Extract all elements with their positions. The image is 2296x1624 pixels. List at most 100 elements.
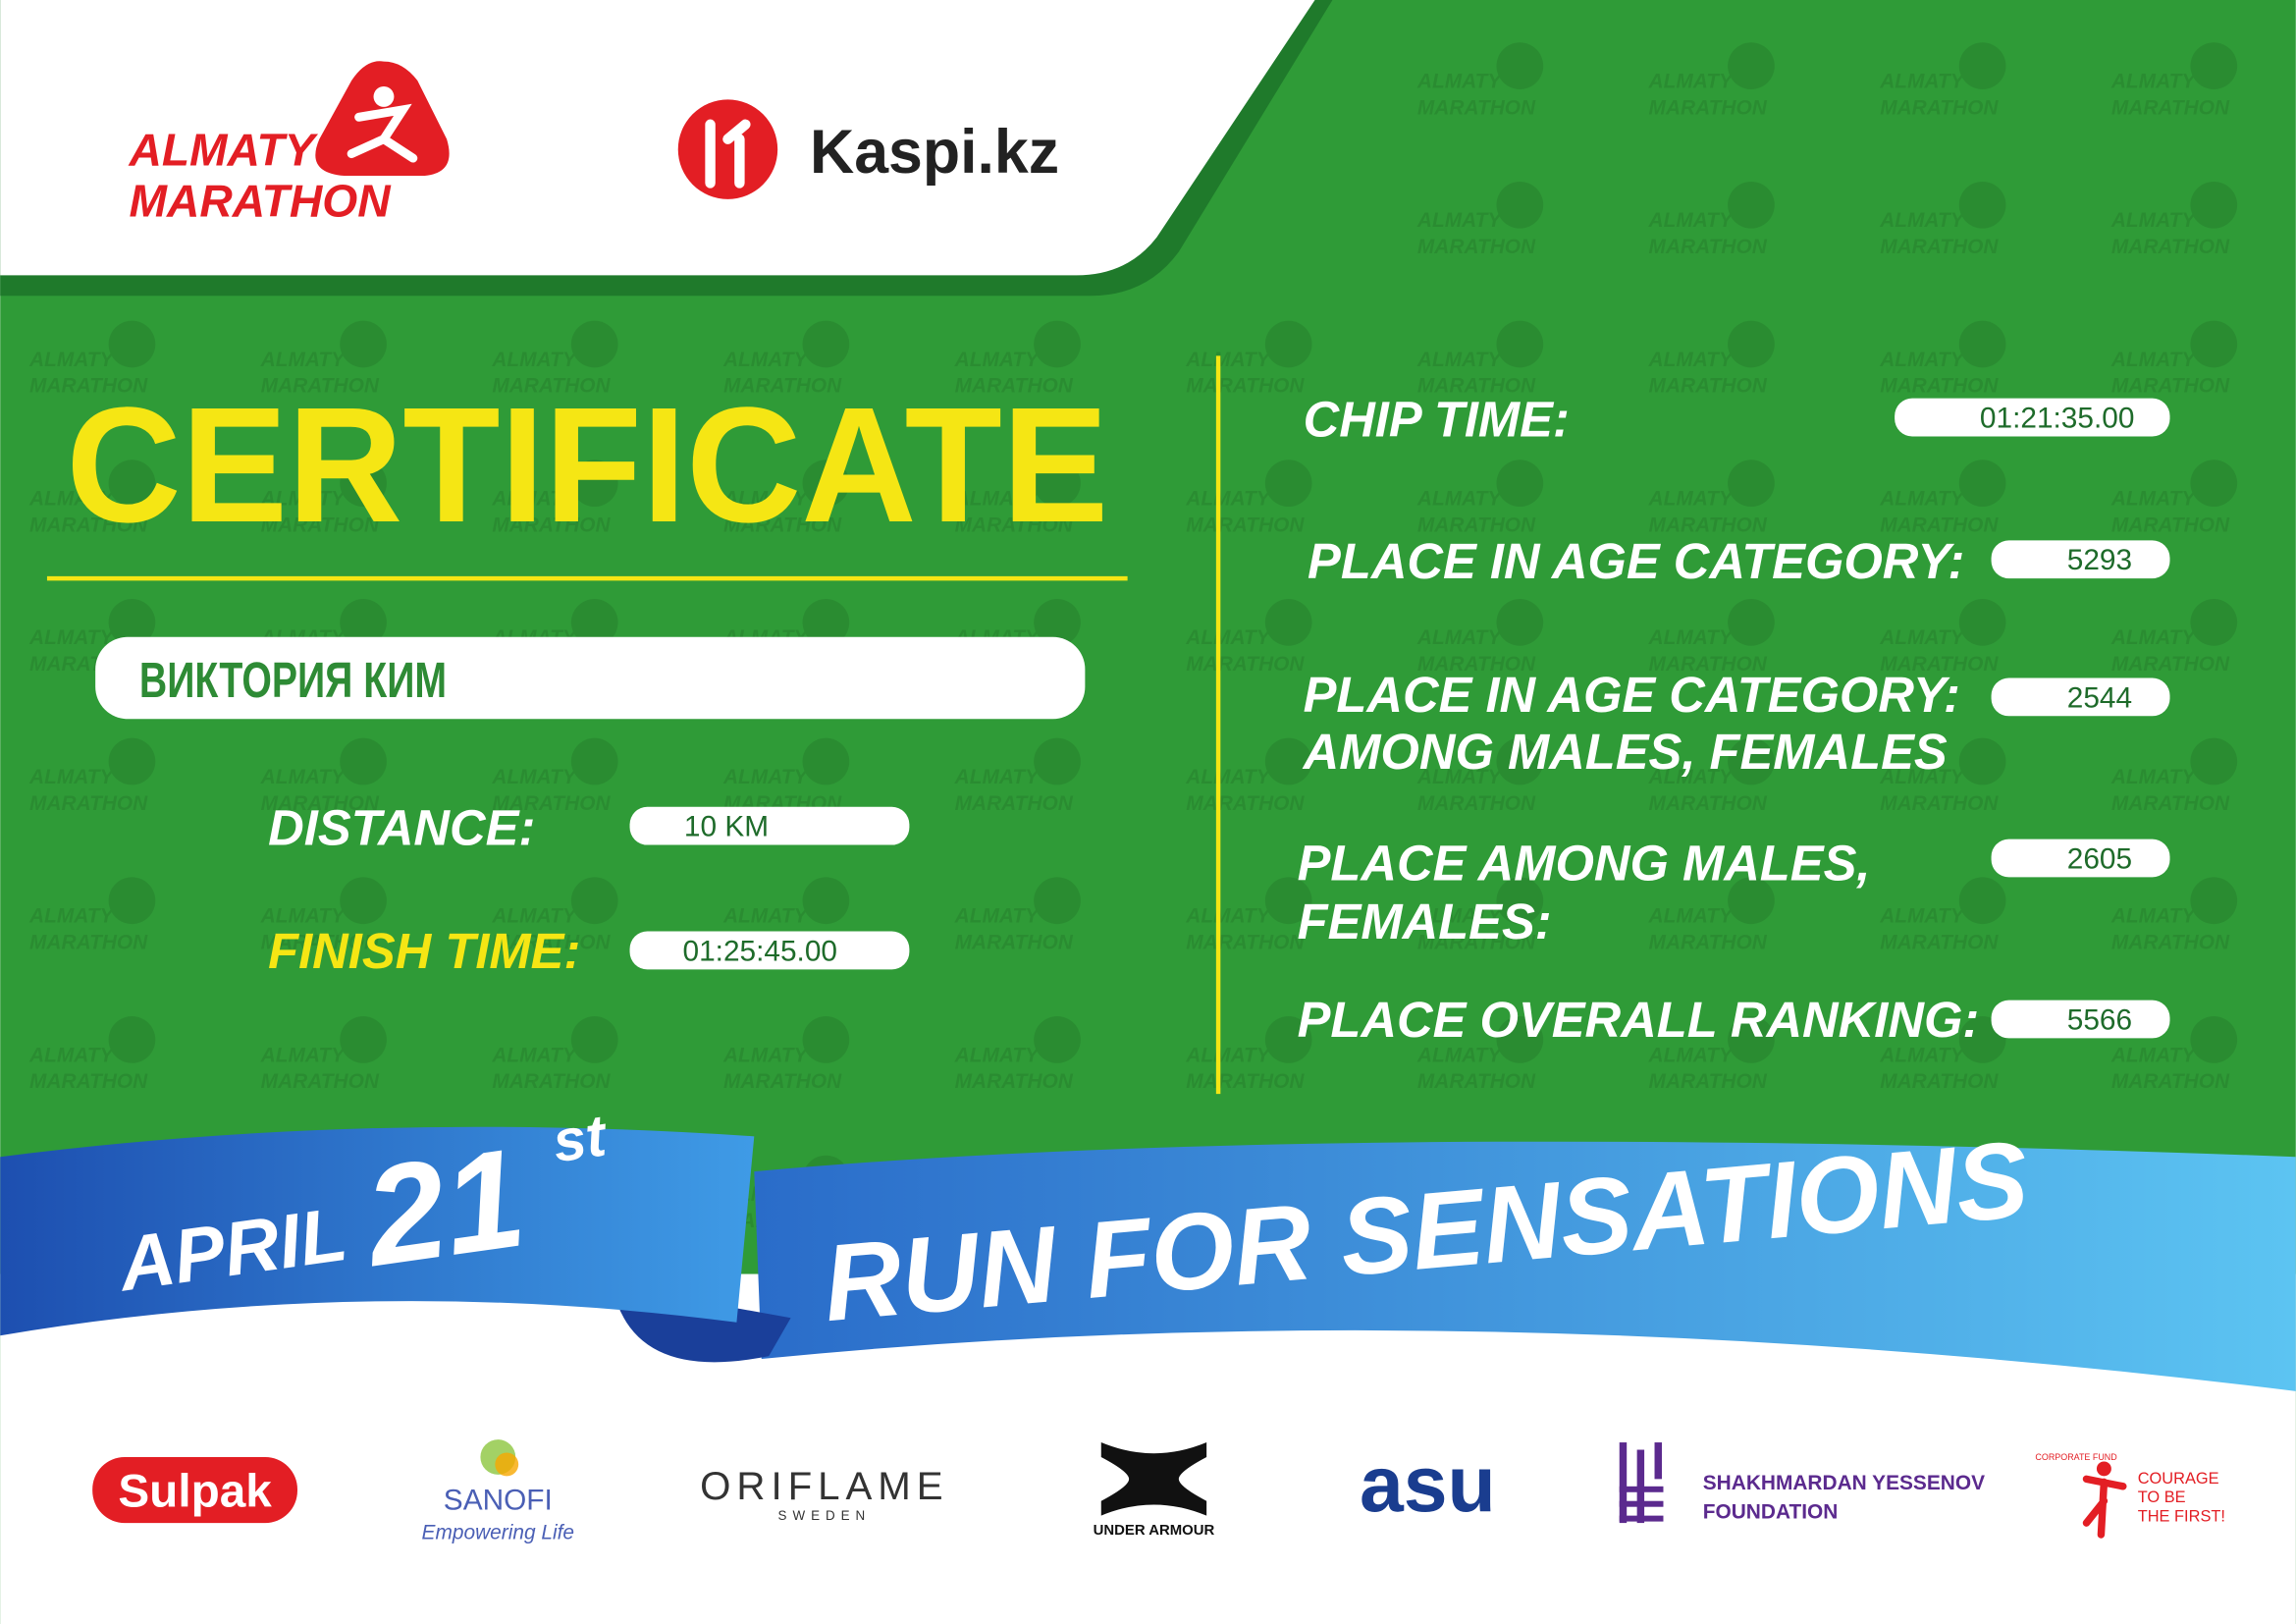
watermark-mark	[1728, 1016, 1775, 1063]
watermark-text: MARATHON	[1186, 1070, 1305, 1093]
watermark-text: ALMATY	[2110, 766, 2197, 788]
watermark-text: MARATHON	[1417, 236, 1536, 258]
watermark-text: ALMATY	[722, 349, 809, 371]
watermark-text: ALMATY	[491, 766, 577, 788]
watermark-text: ALMATY	[1416, 209, 1503, 232]
sponsor-name: SANOFI	[444, 1485, 553, 1517]
watermark-text: ALMATY	[2110, 70, 2197, 92]
watermark-mark	[1496, 598, 1544, 646]
watermark-mark	[802, 460, 850, 508]
field-value: 10 KM	[684, 811, 769, 843]
watermark-text: ALMATY	[2110, 626, 2197, 649]
watermark-mark	[340, 1016, 387, 1063]
watermark-text: MARATHON	[1417, 96, 1536, 119]
watermark-mark	[1958, 181, 2006, 229]
watermark-mark	[2190, 877, 2238, 925]
watermark-text: ALMATY	[260, 905, 347, 928]
watermark-mark	[108, 877, 156, 925]
sponsor-name: Sulpak	[118, 1466, 272, 1518]
watermark-text: MARATHON	[1649, 1070, 1768, 1093]
watermark-mark	[1958, 320, 2006, 368]
watermark-text: MARATHON	[2111, 96, 2230, 119]
watermark-text: ALMATY	[1648, 1044, 1735, 1066]
certificate-title: CERTIFICATE	[66, 374, 1108, 557]
watermark-text: MARATHON	[1417, 514, 1536, 536]
watermark-text: MARATHON	[1649, 653, 1768, 676]
watermark-text: MARATHON	[1417, 792, 1536, 815]
watermark-mark	[1264, 460, 1312, 508]
result-label: PLACE IN AGE CATEGORY:	[1304, 667, 1960, 723]
watermark-text: MARATHON	[1649, 375, 1768, 398]
watermark-mark	[1496, 181, 1544, 229]
watermark-text: ALMATY	[1185, 488, 1271, 511]
watermark-text: ALMATY	[954, 766, 1041, 788]
watermark-text: ALMATY	[1879, 766, 1965, 788]
watermark-mark	[1496, 1016, 1544, 1063]
watermark-text: MARATHON	[492, 514, 611, 536]
watermark-text: ALMATY	[1416, 488, 1503, 511]
watermark-text: MARATHON	[955, 792, 1074, 815]
watermark-mark	[1264, 320, 1312, 368]
watermark-mark	[2190, 42, 2238, 89]
watermark-mark	[1034, 460, 1081, 508]
watermark-mark	[802, 877, 850, 925]
watermark-text: ALMATY	[491, 905, 577, 928]
watermark-text: ALMATY	[1879, 1044, 1965, 1066]
watermark-text: MARATHON	[955, 1070, 1074, 1093]
watermark-text: ALMATY	[2110, 209, 2197, 232]
sponsor-tagline: COURAGE	[2138, 1470, 2219, 1488]
watermark-text: ALMATY	[260, 349, 347, 371]
watermark-text: MARATHON	[2111, 375, 2230, 398]
event-logo-mark	[315, 61, 450, 176]
watermark-mark	[802, 1016, 850, 1063]
watermark-text: ALMATY	[1879, 488, 1965, 511]
name-box	[95, 636, 1086, 720]
watermark-text: MARATHON	[261, 931, 380, 953]
under-armour-logo	[1100, 1442, 1207, 1516]
watermark-text: ALMATY	[1648, 349, 1735, 371]
field-box	[629, 931, 910, 970]
watermark-text: MARATHON	[492, 931, 611, 953]
watermark-text: MARATHON	[29, 792, 148, 815]
yessenov-logo	[1619, 1442, 1664, 1524]
watermark-text: MARATHON	[2111, 792, 2230, 815]
result-label: PLACE IN AGE CATEGORY:	[1308, 533, 1964, 589]
watermark-mark	[570, 460, 618, 508]
field-label: DISTANCE:	[268, 800, 535, 856]
watermark-mark	[340, 737, 387, 785]
watermark-text: ALMATY	[491, 488, 577, 511]
watermark-mark	[570, 320, 618, 368]
result-value: 2544	[2067, 681, 2132, 714]
watermark-text: ALMATY	[1648, 488, 1735, 511]
result-box	[1991, 540, 2170, 579]
watermark-text: ALMATY	[722, 905, 809, 928]
watermark-text: MARATHON	[1186, 653, 1305, 676]
watermark-text: MARATHON	[1880, 653, 1999, 676]
watermark-text: ALMATY	[28, 626, 115, 649]
watermark-mark	[1728, 877, 1775, 925]
sponsor-name: UNDER ARMOUR	[1094, 1523, 1215, 1539]
sponsor-tagline: SWEDEN	[778, 1508, 872, 1523]
watermark-text: MARATHON	[2111, 236, 2230, 258]
watermark: ALMATY MARATHON ALMATY MARATHON ALMATY MARATH…	[28, 42, 2238, 1232]
field-value: 01:25:45.00	[683, 935, 837, 967]
watermark-text: ALMATY	[2110, 349, 2197, 371]
watermark-text: ALMATY	[1185, 1044, 1271, 1066]
watermark-mark	[1034, 598, 1081, 646]
watermark-text: ALMATY	[2110, 1044, 2197, 1066]
watermark-text: ALMATY	[28, 349, 115, 371]
watermark-text: ALMATY	[1185, 349, 1271, 371]
watermark-mark	[1728, 181, 1775, 229]
watermark-mark	[1958, 42, 2006, 89]
watermark-text: ALMATY	[28, 905, 115, 928]
watermark-text: ALMATY	[28, 1044, 115, 1066]
watermark-mark	[1728, 42, 1775, 89]
watermark-mark	[1264, 877, 1312, 925]
header-band	[0, 0, 1315, 276]
watermark-text: MARATHON	[955, 931, 1074, 953]
watermark-text: ALMATY	[722, 1044, 809, 1066]
watermark-text: MARATHON	[29, 931, 148, 953]
watermark-mark	[1728, 460, 1775, 508]
watermark-text: ALMATY	[722, 488, 809, 511]
watermark-text: MARATHON	[1880, 236, 1999, 258]
